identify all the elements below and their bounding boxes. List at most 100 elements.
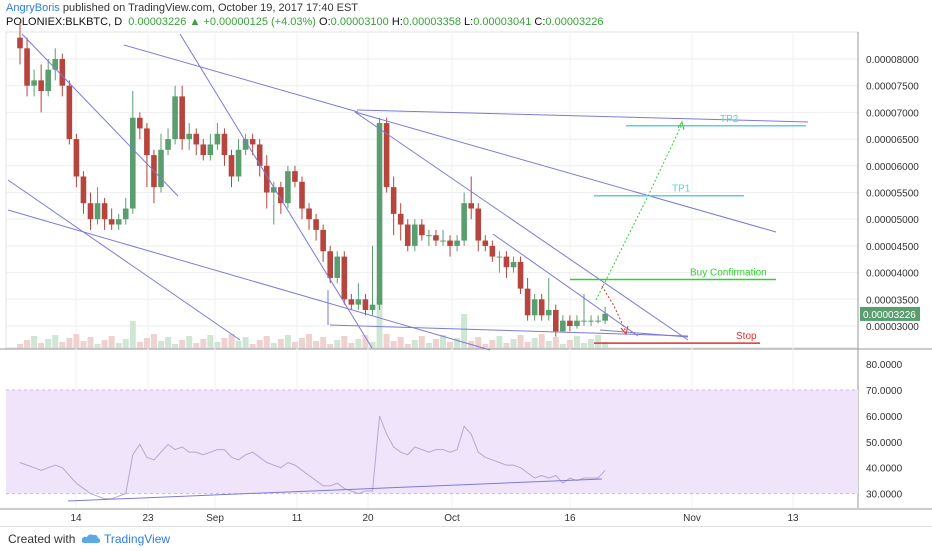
candle-body [602, 313, 608, 321]
candle-body [66, 85, 73, 140]
price-tick-label: 0.00004500 [866, 242, 919, 253]
volume-bar [207, 335, 214, 348]
candle-body [510, 261, 517, 268]
candle-body [348, 299, 355, 305]
volume-bar [214, 342, 221, 348]
candle-body [228, 155, 235, 177]
price-tick-label: 0.00005000 [866, 215, 919, 226]
volume-bar [284, 335, 291, 348]
volume-bar [496, 336, 503, 348]
trend-line [123, 44, 359, 113]
volume-bar [52, 335, 59, 348]
time-tick-label: 13 [787, 513, 799, 524]
candle-body [595, 320, 601, 322]
volume-bar [475, 337, 482, 348]
candle-body [207, 144, 214, 156]
trend-line [179, 33, 373, 349]
candle-body [553, 309, 559, 332]
candle-body [137, 117, 143, 129]
close-value: 0.00003226 [545, 16, 604, 28]
volume-bar [129, 321, 136, 348]
volume-bar [256, 340, 263, 348]
volume-bar [235, 341, 242, 348]
volume-bar [313, 341, 320, 348]
time-tick-label: 14 [70, 513, 82, 524]
candle-body [412, 224, 418, 246]
time-tick-label: 16 [564, 513, 576, 524]
volume-bar [573, 336, 580, 348]
tp1-label: TP1 [672, 184, 691, 195]
candle-body [101, 203, 108, 220]
volume-bar [581, 343, 587, 348]
author-link[interactable]: AngryBoris [6, 2, 60, 14]
rsi-line [19, 415, 606, 500]
candle-body [38, 80, 44, 92]
candle-body [517, 261, 524, 289]
candle-body [235, 149, 242, 177]
rsi-band [6, 390, 858, 494]
candle-body [320, 229, 326, 252]
candle-body [489, 245, 496, 257]
candle-body [538, 299, 545, 316]
high-value: 0.00003358 [402, 16, 461, 28]
volume-bar [517, 335, 524, 348]
candle-body [503, 256, 510, 268]
volume-bar [531, 338, 538, 348]
volume-bar [425, 343, 432, 348]
candle-body [278, 187, 284, 204]
volume-bar [143, 338, 150, 348]
candle-body [221, 133, 228, 156]
candle-body [574, 320, 580, 326]
symbol-label: POLONIEX:BLKBTC, D [6, 16, 123, 28]
volume-bar [115, 343, 122, 348]
volume-bar [221, 338, 228, 348]
candle-body [285, 171, 291, 204]
time-tick-label: Oct [444, 513, 460, 524]
price-change: +0.00000125 (+4.03%) [203, 16, 316, 28]
time-tick-label: 11 [292, 513, 303, 524]
candle-body [87, 203, 94, 220]
volume-bar [552, 337, 559, 348]
candle-body [369, 304, 376, 310]
rsi-tick-label: 40.0000 [866, 464, 903, 475]
tradingview-link[interactable]: TradingView [104, 532, 171, 546]
candle-body [299, 181, 305, 209]
annotations: TP2 TP1 Buy Confirmation Stop [570, 114, 806, 344]
candle-body [122, 208, 129, 220]
close-label: C: [534, 16, 546, 28]
candle-body [454, 240, 460, 246]
candles [17, 21, 608, 337]
ohlc-header: POLONIEX:BLKBTC, D 0.00003226 ▲ +0.00000… [6, 16, 604, 28]
rsi-pane: 80.0000 70.0000 60.0000 50.0000 40.0000 30.00… [6, 360, 903, 502]
candle-body [341, 256, 348, 300]
cloud-logo-icon [81, 534, 101, 543]
footer: Created with TradingView [0, 526, 932, 551]
candle-body [447, 240, 453, 246]
candle-body [256, 144, 263, 166]
candle-body [242, 139, 249, 150]
trend-line [7, 209, 491, 351]
candle-body [45, 69, 51, 92]
candle-body [475, 208, 482, 241]
last-price-tag-label: 0.00003226 [863, 310, 916, 321]
price-tick-label: 0.00007000 [866, 108, 919, 119]
last-price: 0.00003226 [128, 16, 187, 28]
rsi-tick-label: 30.0000 [866, 490, 903, 501]
candle-body [524, 288, 531, 316]
candle-body [327, 251, 333, 278]
volume-bar [404, 344, 411, 348]
volume-bar [418, 336, 425, 348]
volume-bar [566, 340, 573, 348]
volume-bar [545, 341, 552, 348]
volume-bar [17, 344, 23, 348]
volume-bars [17, 298, 609, 348]
rsi-trend-line [67, 478, 603, 502]
tp2-label: TP2 [720, 114, 739, 125]
volume-bar [559, 344, 566, 348]
volume-bar [397, 337, 404, 348]
candle-body [355, 299, 362, 305]
volume-bar [122, 339, 129, 348]
volume-bar [31, 336, 38, 348]
candle-body [426, 235, 432, 237]
